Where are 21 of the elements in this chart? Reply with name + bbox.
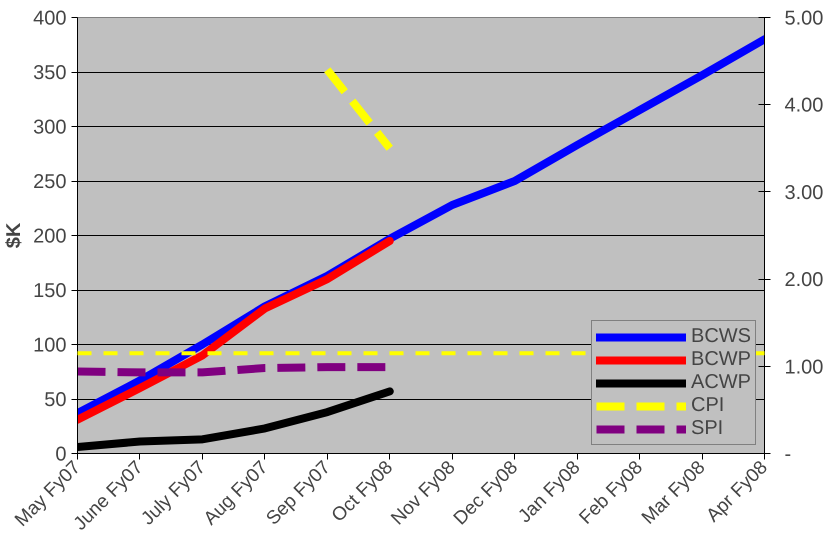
legend-label: SPI: [691, 417, 724, 440]
legend-label: BCWS: [691, 325, 751, 348]
legend-label: ACWP: [691, 371, 751, 394]
y2-tick-label: 2.00: [784, 269, 824, 292]
y-tick-label: 50: [44, 389, 67, 411]
y2-tick-label: 3.00: [784, 182, 824, 204]
y-axis-title: $K: [3, 222, 26, 248]
y-tick-label: 250: [33, 171, 67, 193]
y-tick-label: 350: [33, 62, 67, 84]
legend-label: BCWP: [691, 348, 751, 371]
y2-tick-label: -: [784, 444, 792, 466]
y2-tick-label: 5.00: [784, 8, 824, 30]
y2-tick-label: 4.00: [784, 94, 824, 117]
y-tick-label: 0: [55, 444, 66, 466]
y-tick-label: 100: [33, 334, 67, 356]
y-tick-label: 200: [33, 226, 67, 248]
y2-tick-label: 1.00: [784, 356, 824, 378]
y-tick-label: 400: [33, 8, 67, 30]
legend-label: CPI: [691, 394, 724, 417]
y-tick-label: 300: [33, 116, 67, 138]
y-tick-label: 150: [33, 280, 67, 302]
